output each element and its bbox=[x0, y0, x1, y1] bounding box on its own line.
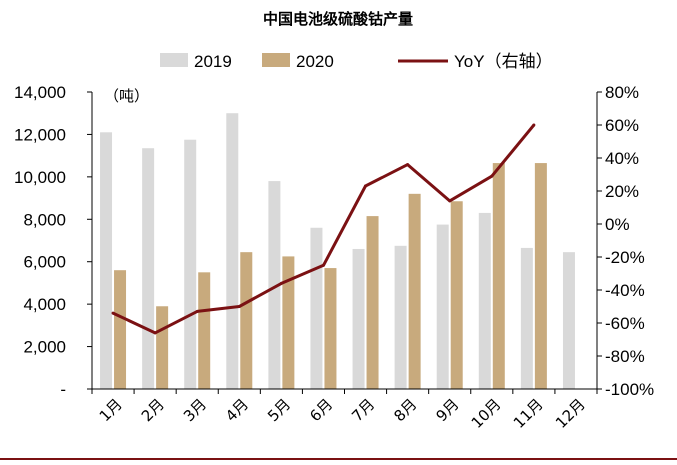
right-tick-label: 0% bbox=[605, 215, 630, 234]
x-tick-label: 5月 bbox=[264, 395, 294, 425]
yoy-point bbox=[153, 331, 157, 335]
bar-2019 bbox=[520, 247, 533, 389]
left-tick-label: 8,000 bbox=[23, 210, 66, 229]
bar-2020 bbox=[282, 256, 295, 389]
x-tick-label: 9月 bbox=[432, 395, 462, 425]
legend: 2019 2020 YoY（右轴） bbox=[160, 52, 553, 71]
chart-title: 中国电池级硫酸钴产量 bbox=[263, 10, 413, 28]
yoy-point bbox=[279, 281, 283, 285]
bar-2020 bbox=[534, 163, 547, 389]
x-tick-label: 12月 bbox=[552, 395, 589, 432]
left-tick-label: - bbox=[60, 380, 66, 399]
bar-2020 bbox=[156, 306, 169, 389]
legend-swatch bbox=[160, 53, 188, 67]
left-tick-label: 10,000 bbox=[14, 168, 66, 187]
x-tick-label: 8月 bbox=[390, 395, 420, 425]
right-tick-label: 40% bbox=[605, 149, 639, 168]
unit-label: （吨） bbox=[104, 87, 149, 105]
right-tick-label: 20% bbox=[605, 182, 639, 201]
bar-2019 bbox=[436, 224, 449, 389]
bar-2020 bbox=[366, 216, 379, 389]
bar-2020 bbox=[408, 193, 421, 389]
x-tick-label: 10月 bbox=[468, 395, 505, 432]
legend-swatch bbox=[262, 53, 290, 67]
left-tick-label: 4,000 bbox=[23, 295, 66, 314]
x-tick-label: 4月 bbox=[222, 395, 252, 425]
x-tick-label: 2月 bbox=[138, 395, 168, 425]
legend-label: 2019 bbox=[194, 52, 232, 71]
bar-2020 bbox=[240, 252, 253, 389]
right-tick-label: -80% bbox=[605, 347, 645, 366]
bar-2020 bbox=[492, 163, 505, 389]
yoy-line bbox=[112, 124, 536, 335]
yoy-point bbox=[321, 263, 325, 267]
right-tick-label: -20% bbox=[605, 248, 645, 267]
yoy-point bbox=[237, 305, 241, 308]
legend-label: 2020 bbox=[296, 52, 334, 71]
right-tick-label: 60% bbox=[605, 116, 639, 135]
bar-2020 bbox=[324, 268, 337, 389]
left-tick-label: 6,000 bbox=[23, 253, 66, 272]
yoy-point bbox=[195, 309, 199, 313]
bar-2019 bbox=[310, 227, 323, 389]
bar-2019 bbox=[142, 148, 155, 389]
bar-2019 bbox=[394, 245, 407, 389]
bar-2020 bbox=[114, 270, 127, 389]
left-tick-label: 14,000 bbox=[14, 83, 66, 102]
left-tick-label: 2,000 bbox=[23, 338, 66, 357]
bar-2019 bbox=[226, 113, 239, 389]
yoy-point bbox=[532, 123, 536, 127]
yoy-point bbox=[111, 311, 115, 315]
legend-label: YoY（右轴） bbox=[454, 52, 553, 71]
bar-2019 bbox=[100, 132, 113, 390]
x-tick-label: 6月 bbox=[306, 395, 336, 425]
x-tick-label: 3月 bbox=[180, 395, 210, 425]
yoy-point bbox=[364, 184, 368, 188]
bar-2019 bbox=[478, 212, 491, 389]
bar-2020 bbox=[198, 272, 211, 389]
yoy-point bbox=[448, 199, 452, 203]
x-tick-label: 7月 bbox=[348, 395, 378, 425]
bar-2019 bbox=[268, 181, 281, 389]
bar-2020 bbox=[450, 201, 463, 389]
right-tick-label: -40% bbox=[605, 281, 645, 300]
right-tick-label: 80% bbox=[605, 83, 639, 102]
yoy-point bbox=[406, 163, 410, 167]
bar-2019 bbox=[562, 252, 575, 389]
right-tick-label: -60% bbox=[605, 314, 645, 333]
x-tick-label: 1月 bbox=[96, 395, 126, 425]
left-tick-label: 12,000 bbox=[14, 125, 66, 144]
bars bbox=[100, 113, 575, 390]
lines bbox=[111, 123, 536, 335]
bar-2019 bbox=[352, 248, 365, 389]
yoy-point bbox=[490, 174, 494, 178]
x-tick-label: 11月 bbox=[510, 395, 547, 432]
bar-2019 bbox=[184, 139, 197, 389]
right-tick-label: -100% bbox=[605, 380, 654, 399]
